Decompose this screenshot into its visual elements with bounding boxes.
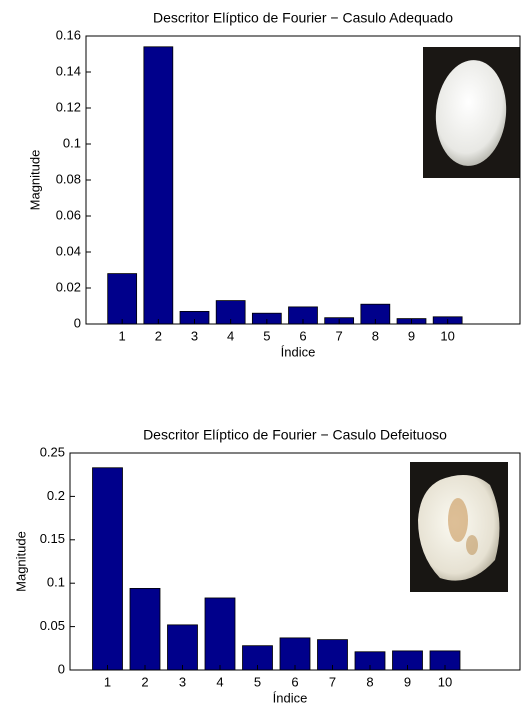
x-tick-label: 9 (408, 328, 415, 343)
y-tick-label: 0.25 (40, 444, 65, 459)
chart-title: Descritor Elíptico de Fourier − Casulo D… (143, 427, 447, 443)
x-axis-label: Índice (273, 690, 308, 705)
y-tick-label: 0.04 (56, 243, 81, 258)
y-tick-label: 0.06 (56, 207, 81, 222)
y-tick-label: 0.14 (56, 63, 81, 78)
x-tick-label: 1 (104, 674, 111, 689)
bar (129, 588, 161, 671)
x-tick-label: 8 (366, 674, 373, 689)
bar (143, 46, 174, 325)
y-tick-label: 0.12 (56, 99, 81, 114)
y-tick-label: 0 (58, 661, 65, 676)
y-tick-label: 0.1 (63, 135, 81, 150)
y-tick-label: 0.02 (56, 279, 81, 294)
x-tick-label: 5 (254, 674, 261, 689)
y-tick-label: 0.15 (40, 531, 65, 546)
x-tick-label: 8 (372, 328, 379, 343)
y-tick-label: 0 (74, 315, 81, 330)
inset-photo (410, 462, 508, 592)
x-axis-label: Índice (281, 344, 316, 359)
x-tick-label: 1 (119, 328, 126, 343)
y-tick-label: 0.16 (56, 27, 81, 42)
x-tick-label: 2 (155, 328, 162, 343)
bar (204, 597, 236, 671)
inset-photo (423, 47, 520, 178)
x-tick-label: 3 (179, 674, 186, 689)
y-tick-label: 0.08 (56, 171, 81, 186)
x-tick-label: 10 (440, 328, 454, 343)
x-tick-label: 2 (141, 674, 148, 689)
y-tick-label: 0.2 (47, 488, 65, 503)
bar (279, 637, 311, 671)
y-tick-label: 0.1 (47, 575, 65, 590)
x-tick-label: 10 (438, 674, 452, 689)
x-tick-label: 5 (263, 328, 270, 343)
x-tick-label: 9 (404, 674, 411, 689)
x-tick-label: 6 (291, 674, 298, 689)
x-tick-label: 7 (329, 674, 336, 689)
y-axis-label: Magnitude (27, 150, 42, 211)
x-tick-label: 4 (227, 328, 234, 343)
x-tick-label: 7 (336, 328, 343, 343)
x-tick-label: 4 (216, 674, 223, 689)
bar (167, 624, 198, 671)
chart-title: Descritor Elíptico de Fourier − Casulo A… (153, 10, 453, 26)
x-tick-label: 3 (191, 328, 198, 343)
bar (107, 273, 138, 325)
x-tick-label: 6 (299, 328, 306, 343)
y-tick-label: 0.05 (40, 618, 65, 633)
y-axis-label: Magnitude (13, 531, 28, 592)
bar (92, 467, 123, 671)
